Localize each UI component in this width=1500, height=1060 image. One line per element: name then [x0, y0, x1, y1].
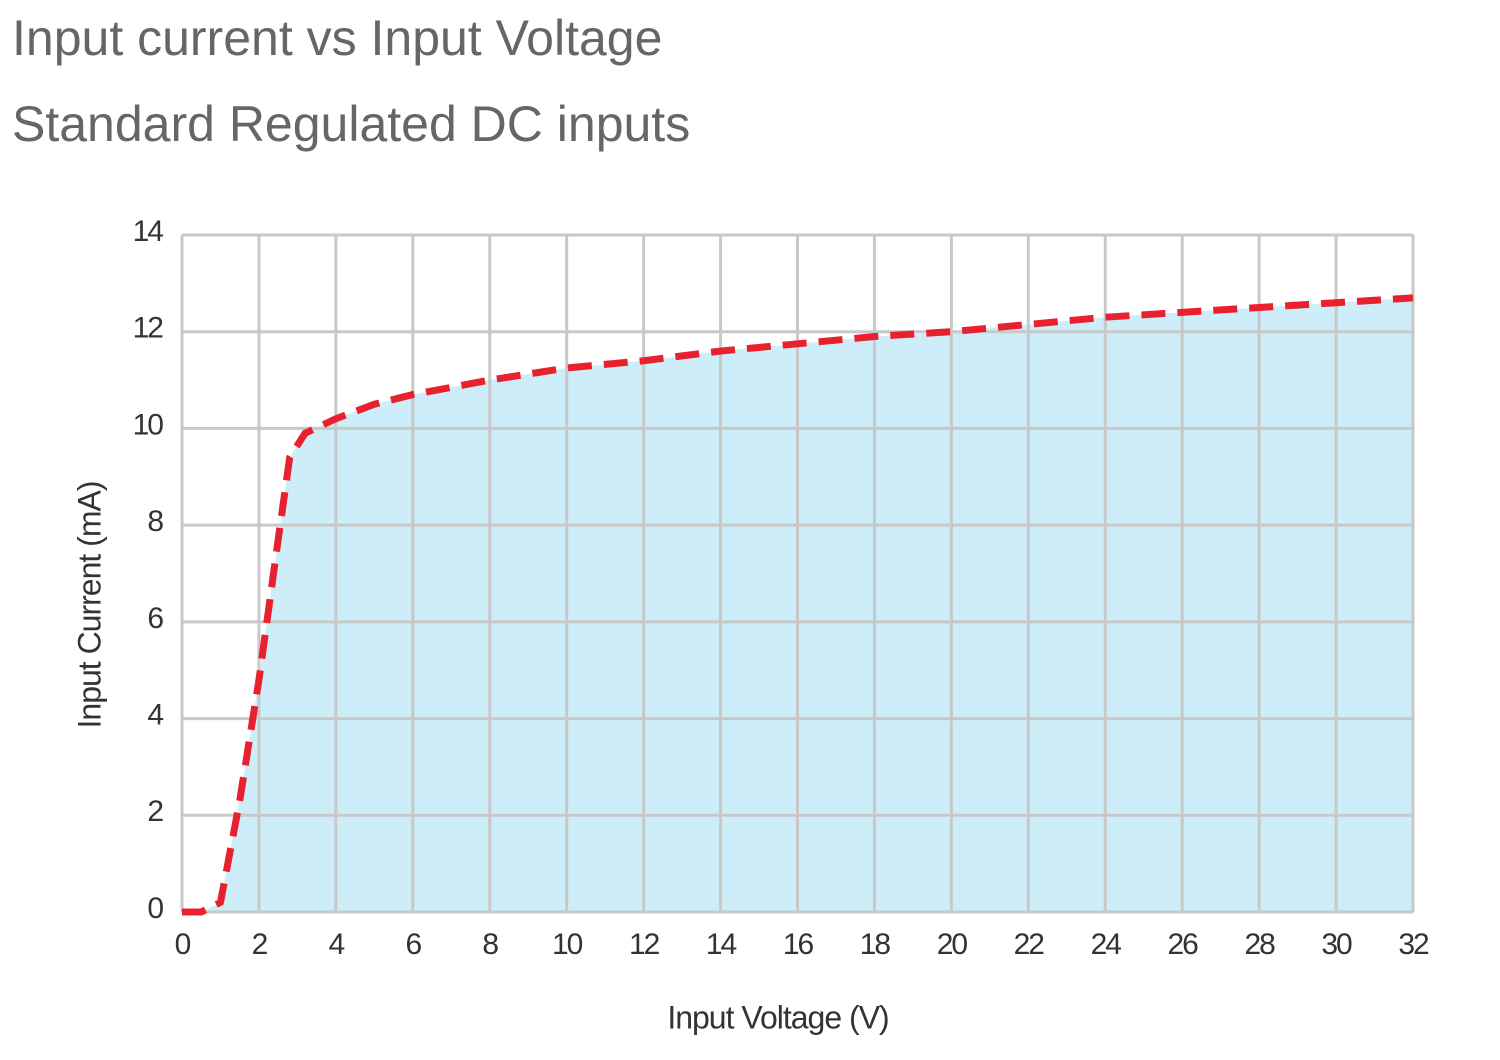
x-tick-label: 16	[783, 928, 814, 961]
x-tick-label: 24	[1091, 928, 1122, 961]
chart-title: Input current vs Input Voltage	[12, 10, 662, 66]
x-tick-label: 14	[706, 928, 737, 961]
x-tick-label: 2	[252, 928, 268, 961]
x-tick-label: 10	[552, 928, 583, 961]
x-tick-label: 22	[1014, 928, 1045, 961]
x-axis-label: Input Voltage (V)	[667, 999, 888, 1035]
y-tick-label: 10	[133, 408, 164, 441]
x-tick-label: 0	[175, 928, 191, 961]
y-axis-label: Input Current (mA)	[71, 482, 107, 729]
x-tick-label: 32	[1398, 928, 1429, 961]
y-tick-label: 12	[133, 312, 164, 345]
x-tick-label: 12	[629, 928, 660, 961]
y-tick-label: 4	[147, 698, 163, 731]
y-tick-label: 0	[147, 892, 163, 925]
x-tick-label: 6	[405, 928, 421, 961]
x-tick-label: 28	[1244, 928, 1275, 961]
y-tick-label: 2	[147, 795, 163, 828]
y-tick-label: 6	[147, 602, 163, 635]
y-tick-label: 8	[147, 505, 163, 538]
line	[182, 294, 1414, 916]
x-tick-label: 8	[482, 928, 498, 961]
y-tick-label: 14	[133, 215, 164, 248]
x-tick-label: 30	[1321, 928, 1352, 961]
x-tick-label: 4	[329, 928, 345, 961]
x-tick-label: 20	[937, 928, 968, 961]
x-tick-label: 26	[1168, 928, 1199, 961]
x-tick-label: 18	[860, 928, 891, 961]
chart-subtitle: Standard Regulated DC inputs	[12, 96, 690, 152]
